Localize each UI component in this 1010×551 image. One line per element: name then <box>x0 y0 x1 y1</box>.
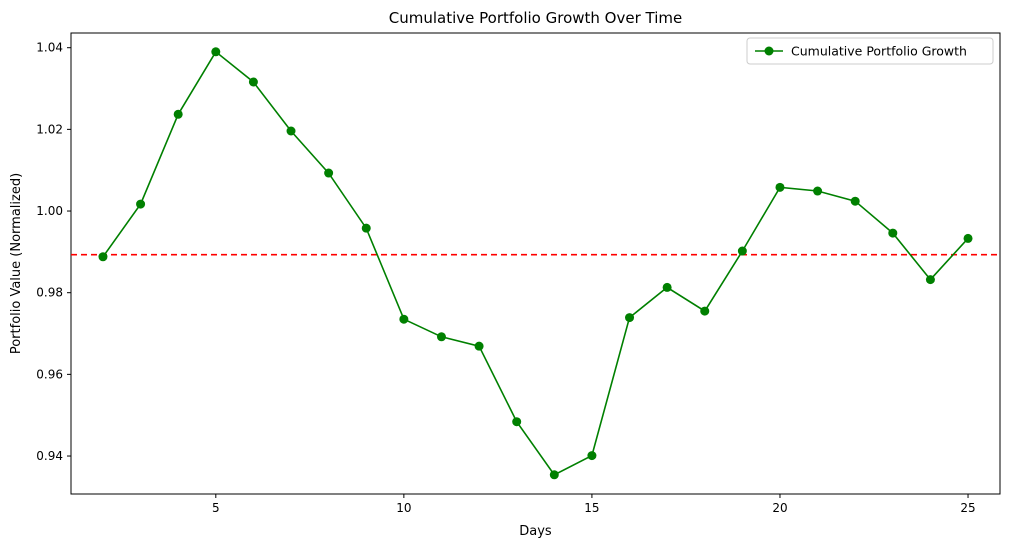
data-point <box>625 313 635 323</box>
y-tick-label: 0.94 <box>36 449 63 463</box>
data-point <box>700 306 710 316</box>
data-point <box>399 314 409 324</box>
data-point <box>925 275 935 285</box>
legend-box <box>746 37 994 65</box>
plot-area: 5 10 15 20 25 0.94 0.96 0.98 1.00 1.02 1.04 Cumulat… <box>36 32 1001 515</box>
legend-marker <box>764 46 774 56</box>
x-tick-label: 10 <box>396 501 411 515</box>
data-point <box>587 451 597 461</box>
x-axis-label: Days <box>519 524 552 539</box>
legend-label: Cumulative Portfolio Growth <box>791 44 967 59</box>
data-point <box>286 126 296 136</box>
legend: Cumulative Portfolio Growth <box>746 37 994 65</box>
x-tick-label: 20 <box>772 501 787 515</box>
data-point <box>211 47 221 57</box>
data-point <box>173 109 183 119</box>
data-point <box>813 186 823 196</box>
y-tick-label: 1.00 <box>36 204 63 218</box>
y-axis-label: Portfolio Value (Normalized) <box>9 173 24 354</box>
data-point <box>436 332 446 342</box>
data-point <box>850 196 860 206</box>
data-point <box>361 223 371 233</box>
chart-title: Cumulative Portfolio Growth Over Time <box>389 9 682 27</box>
y-tick-label: 1.02 <box>36 122 63 136</box>
data-point <box>136 199 146 209</box>
data-point <box>512 417 522 427</box>
y-tick-label: 1.04 <box>36 41 63 55</box>
data-point <box>549 470 559 480</box>
data-point <box>248 77 258 87</box>
data-point <box>474 341 484 351</box>
data-point <box>662 282 672 292</box>
data-point <box>737 246 747 256</box>
y-tick-label: 0.96 <box>36 367 63 381</box>
data-point <box>98 252 108 262</box>
data-point <box>888 228 898 238</box>
series-line <box>102 50 969 476</box>
data-point <box>324 168 334 178</box>
data-point <box>963 233 973 243</box>
y-tick-label: 0.98 <box>36 286 63 300</box>
x-tick-label: 15 <box>584 501 599 515</box>
plot-frame <box>70 32 1001 495</box>
data-point <box>775 182 785 192</box>
x-tick-label: 5 <box>212 501 220 515</box>
x-tick-label: 25 <box>960 501 975 515</box>
